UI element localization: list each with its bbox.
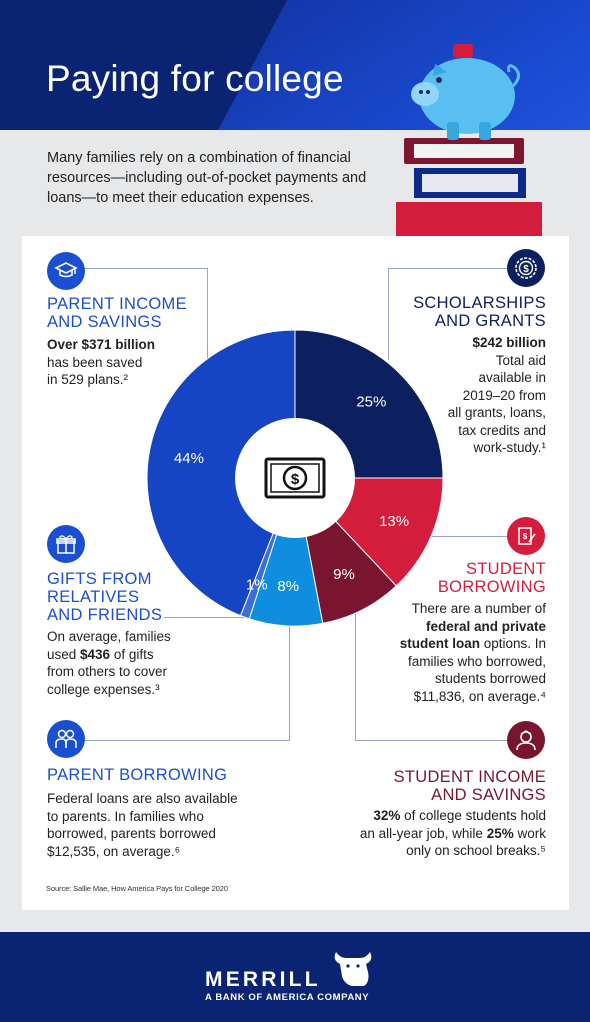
brand-tagline: A BANK OF AMERICA COMPANY: [205, 992, 370, 1003]
connector-student-borrowing: [432, 536, 526, 537]
parent-borrowing-line-1: Federal loans are also available: [47, 791, 238, 806]
scholarships-line: available in: [478, 370, 546, 385]
scholarships-line: all grants, loans,: [447, 405, 546, 420]
parent-borrowing-line-2: to parents. In families who: [47, 808, 204, 824]
dollar-badge-icon: $: [507, 249, 545, 287]
parent-borrowing-text: Federal loans are also available to pare…: [47, 790, 238, 860]
student-borrowing-line-4: families who borrowed,: [407, 653, 546, 669]
svg-text:$: $: [523, 532, 528, 541]
parent-income-amount: Over $371 billion: [47, 337, 156, 352]
scholarships-line: tax credits and: [458, 422, 546, 438]
gifts-heading: GIFTS FROM RELATIVES AND FRIENDS: [47, 570, 162, 624]
parent-borrowing-line-4: $12,535, on average.⁶: [47, 843, 181, 859]
parent-income-text: Over $371 billion has been saved in 529 …: [47, 336, 155, 389]
connector-student-income: [355, 740, 525, 741]
scholarships-heading: SCHOLARSHIPS AND GRANTS: [346, 294, 546, 330]
gifts-heading-line-1: GIFTS FROM: [47, 570, 152, 588]
parent-income-line-3: in 529 plans.²: [47, 372, 129, 387]
scholarships-heading-line-2: AND GRANTS: [434, 312, 546, 330]
gifts-heading-line-3: AND FRIENDS: [47, 606, 163, 624]
scholarships-line: work-study.¹: [473, 440, 546, 455]
document-pen-icon: $: [507, 517, 545, 555]
piggy-bank-icon: [411, 44, 520, 140]
book-top: [404, 138, 524, 164]
student-income-line-1: 32% of college students hold: [373, 808, 546, 823]
parent-income-heading: PARENT INCOME AND SAVINGS: [47, 295, 187, 331]
gift-icon: [47, 525, 85, 563]
gifts-heading-line-2: RELATIVES: [47, 588, 140, 606]
student-income-heading-line-1: STUDENT INCOME: [393, 768, 546, 786]
gifts-line-2: used $436 of gifts: [47, 646, 154, 662]
student-income-heading: STUDENT INCOME AND SAVINGS: [326, 768, 546, 804]
bull-logo-icon: [334, 952, 372, 986]
gifts-amount: $436: [80, 646, 111, 662]
connector-scholarships: [388, 268, 526, 269]
book-bottom: [396, 202, 542, 238]
student-income-text: 32% of college students hold an all-year…: [306, 807, 546, 860]
student-income-heading-line-2: AND SAVINGS: [431, 786, 546, 804]
student-borrowing-heading-line-1: STUDENT: [465, 560, 546, 578]
gifts-line-1: On average, families: [47, 629, 171, 644]
books-illustration: [396, 138, 546, 238]
gifts-text: On average, families used $436 of gifts …: [47, 628, 171, 698]
student-income-line-3: only on school breaks.⁵: [406, 843, 546, 858]
student-icon: [507, 721, 545, 759]
connector-parent-income: [66, 268, 208, 269]
parents-icon: [47, 720, 85, 758]
scholarships-text: $242 billion Total aid available in 2019…: [366, 334, 546, 457]
student-borrowing-line-1: There are a number of: [411, 601, 546, 616]
parent-income-heading-line-2: AND SAVINGS: [47, 313, 162, 331]
connector-parent-borrowing-v: [289, 624, 290, 741]
footer-banner: [0, 932, 590, 1022]
parent-income-line-2: has been saved: [47, 354, 143, 370]
book-middle: [414, 168, 526, 198]
scholarships-heading-line-1: SCHOLARSHIPS: [413, 294, 546, 312]
intro-text: Many families rely on a combination of f…: [47, 150, 367, 206]
scholarships-line: 2019–20 from: [462, 387, 546, 403]
student-borrowing-heading: STUDENT BORROWING: [346, 560, 546, 596]
connector-parent-income-v: [207, 268, 208, 358]
svg-text:$: $: [523, 264, 529, 275]
student-borrowing-line-2: federal and private: [425, 618, 546, 634]
gifts-line-3: from others to cover: [47, 664, 168, 679]
student-income-line-2: an all-year job, while 25% work: [359, 825, 546, 841]
parent-borrowing-heading-line: PARENT BORROWING: [47, 766, 228, 784]
student-borrowing-heading-line-2: BORROWING: [437, 578, 546, 596]
student-borrowing-line-5: students borrowed: [434, 671, 546, 686]
connector-scholarships-v: [388, 268, 389, 360]
connector-gifts: [164, 617, 248, 618]
graduation-cap-icon: [47, 252, 85, 290]
parent-income-heading-line-1: PARENT INCOME: [47, 295, 187, 313]
scholarships-amount: $242 billion: [472, 335, 546, 350]
connector-student-income-v: [355, 604, 356, 741]
connector-parent-borrowing: [66, 740, 290, 741]
parent-borrowing-line-3: borrowed, parents borrowed: [47, 826, 216, 841]
page-title: Paying for college: [46, 58, 344, 99]
scholarships-line: Total aid: [495, 352, 546, 368]
student-borrowing-line-3: student loan options. In: [399, 636, 546, 651]
gifts-line-4: college expenses.³: [47, 681, 160, 697]
student-borrowing-line-6: $11,836, on average.⁴: [413, 688, 546, 704]
brand-name: MERRILL: [205, 968, 321, 991]
parent-borrowing-heading: PARENT BORROWING: [47, 766, 227, 784]
student-borrowing-text: There are a number of federal and privat…: [346, 600, 546, 705]
source-note: Source: Sallie Mae, How America Pays for…: [46, 884, 228, 893]
